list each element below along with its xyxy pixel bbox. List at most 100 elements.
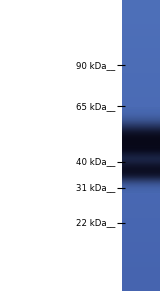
Bar	[122, 123, 160, 124]
Bar	[122, 135, 160, 136]
Bar	[122, 98, 160, 99]
Bar	[122, 118, 160, 119]
Bar	[122, 263, 160, 264]
Bar	[122, 237, 160, 238]
Bar	[122, 115, 160, 116]
Bar	[122, 200, 160, 201]
Bar	[122, 150, 160, 151]
Bar	[122, 65, 160, 66]
Bar	[122, 71, 160, 72]
Bar	[122, 111, 160, 112]
Bar	[122, 251, 160, 252]
Bar	[122, 130, 160, 131]
Bar	[122, 159, 160, 160]
Bar	[122, 149, 160, 150]
Bar	[122, 21, 160, 22]
Bar	[122, 157, 160, 158]
Bar	[122, 191, 160, 192]
Bar	[122, 170, 160, 171]
Bar	[122, 163, 160, 164]
Bar	[122, 202, 160, 203]
Bar	[122, 119, 160, 120]
Bar	[122, 76, 160, 77]
Bar	[122, 152, 160, 153]
Bar	[122, 169, 160, 170]
Bar	[122, 176, 160, 177]
Bar	[122, 53, 160, 54]
Bar	[122, 106, 160, 107]
Text: 22 kDa__: 22 kDa__	[76, 218, 115, 227]
Bar	[122, 133, 160, 134]
Bar	[122, 31, 160, 32]
Bar	[122, 107, 160, 108]
Bar	[122, 153, 160, 154]
Bar	[122, 149, 160, 150]
Bar	[122, 265, 160, 266]
Bar	[122, 158, 160, 159]
Bar	[122, 121, 160, 122]
Bar	[122, 96, 160, 97]
Bar	[122, 111, 160, 112]
Bar	[122, 125, 160, 126]
Bar	[122, 113, 160, 114]
Bar	[122, 215, 160, 216]
Bar	[122, 283, 160, 284]
Bar	[122, 224, 160, 225]
Bar	[122, 129, 160, 130]
Bar	[122, 38, 160, 39]
Bar	[122, 240, 160, 241]
Bar	[122, 124, 160, 125]
Bar	[122, 18, 160, 19]
Bar	[122, 156, 160, 157]
Bar	[122, 193, 160, 194]
Bar	[122, 158, 160, 159]
Bar	[122, 52, 160, 53]
Bar	[122, 171, 160, 172]
Bar	[122, 176, 160, 177]
Bar	[122, 201, 160, 202]
Bar	[122, 109, 160, 110]
Bar	[122, 190, 160, 191]
Bar	[122, 178, 160, 179]
Bar	[122, 158, 160, 159]
Bar	[122, 150, 160, 151]
Bar	[122, 72, 160, 73]
Bar	[122, 146, 160, 147]
Bar	[122, 148, 160, 149]
Bar	[122, 92, 160, 93]
Bar	[122, 288, 160, 289]
Bar	[122, 134, 160, 135]
Bar	[122, 190, 160, 191]
Bar	[122, 58, 160, 59]
Bar	[122, 134, 160, 135]
Bar	[122, 44, 160, 45]
Bar	[122, 132, 160, 133]
Bar	[122, 160, 160, 161]
Bar	[122, 23, 160, 24]
Bar	[122, 134, 160, 135]
Bar	[122, 228, 160, 229]
Bar	[122, 153, 160, 154]
Bar	[122, 111, 160, 112]
Bar	[122, 158, 160, 159]
Bar	[122, 103, 160, 104]
Bar	[122, 60, 160, 61]
Bar	[122, 188, 160, 189]
Bar	[122, 270, 160, 271]
Bar	[122, 165, 160, 166]
Bar	[122, 129, 160, 130]
Bar	[122, 187, 160, 188]
Bar	[122, 221, 160, 222]
Bar	[122, 179, 160, 180]
Bar	[122, 135, 160, 136]
Bar	[122, 39, 160, 40]
Bar	[122, 11, 160, 12]
Bar	[122, 49, 160, 50]
Bar	[122, 89, 160, 90]
Bar	[122, 195, 160, 196]
Bar	[122, 166, 160, 167]
Bar	[122, 174, 160, 175]
Bar	[122, 141, 160, 142]
Bar	[122, 29, 160, 30]
Bar	[122, 167, 160, 168]
